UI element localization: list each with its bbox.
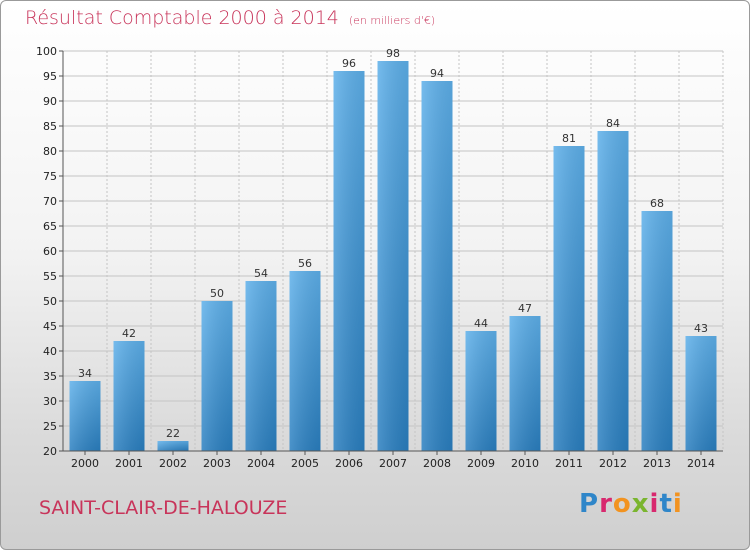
bar-shade <box>597 131 629 451</box>
axes: 20 25 30 35 40 45 50 55 60 65 70 75 80 85 90 95 100 2000 2… <box>36 45 723 470</box>
bar-shade <box>113 341 145 451</box>
bar-shade <box>333 71 365 451</box>
data-label: 50 <box>210 287 224 300</box>
chart-title: Résultat Comptable 2000 à 2014 (en millie… <box>25 7 436 29</box>
brand-letter: P <box>579 489 600 519</box>
data-label: 81 <box>562 132 576 145</box>
data-label: 84 <box>606 117 620 130</box>
brand-letter: x <box>631 489 650 519</box>
x-tick-label: 2014 <box>687 457 715 470</box>
brand-logo: Proxiti <box>579 489 683 519</box>
data-label: 44 <box>474 317 488 330</box>
x-tick-label: 2003 <box>203 457 231 470</box>
data-label: 68 <box>650 197 664 210</box>
y-tick-label: 80 <box>43 145 57 158</box>
x-tick-label: 2007 <box>379 457 407 470</box>
bar-shade <box>201 301 233 451</box>
y-tick-label: 25 <box>43 420 57 433</box>
data-label: 22 <box>166 427 180 440</box>
bar-shade <box>641 211 673 451</box>
x-tick-label: 2005 <box>291 457 319 470</box>
y-tick-label: 75 <box>43 170 57 183</box>
y-tick-label: 90 <box>43 95 57 108</box>
y-tick-label: 35 <box>43 370 57 383</box>
data-label: 47 <box>518 302 532 315</box>
bar-shade <box>465 331 497 451</box>
y-tick-label: 45 <box>43 320 57 333</box>
x-tick-label: 2010 <box>511 457 539 470</box>
brand-letter: r <box>599 489 613 519</box>
bar-shade <box>157 441 189 451</box>
y-tick-label: 100 <box>36 45 57 58</box>
commune-name: SAINT-CLAIR-DE-HALOUZE <box>39 497 288 519</box>
data-label: 34 <box>78 367 92 380</box>
x-tick-label: 2004 <box>247 457 275 470</box>
bar-shade <box>69 381 101 451</box>
data-label: 96 <box>342 57 356 70</box>
brand-letter: o <box>612 489 632 519</box>
data-label: 42 <box>122 327 136 340</box>
brand-letter: t <box>659 489 673 519</box>
y-tick-label: 40 <box>43 345 57 358</box>
x-tick-label: 2006 <box>335 457 363 470</box>
y-tick-label: 50 <box>43 295 57 308</box>
x-tick-label: 2012 <box>599 457 627 470</box>
data-label: 43 <box>694 322 708 335</box>
y-tick-label: 60 <box>43 245 57 258</box>
bar-shade <box>289 271 321 451</box>
data-label: 94 <box>430 67 444 80</box>
x-tick-label: 2002 <box>159 457 187 470</box>
x-tick-label: 2001 <box>115 457 143 470</box>
bar-shade <box>377 61 409 451</box>
brand-letter: i <box>672 489 683 519</box>
x-tick-label: 2008 <box>423 457 451 470</box>
y-tick-label: 55 <box>43 270 57 283</box>
bar-shade <box>421 81 453 451</box>
data-label: 98 <box>386 47 400 60</box>
chart-subtitle: (en milliers d'€) <box>348 14 436 27</box>
y-tick-label: 85 <box>43 120 57 133</box>
x-tick-label: 2011 <box>555 457 583 470</box>
y-tick-label: 30 <box>43 395 57 408</box>
x-tick-label: 2009 <box>467 457 495 470</box>
bar-shade <box>553 146 585 451</box>
x-tick-label: 2000 <box>71 457 99 470</box>
data-label: 56 <box>298 257 312 270</box>
data-label: 54 <box>254 267 268 280</box>
y-tick-label: 70 <box>43 195 57 208</box>
bars: 34 42 22 50 54 56 96 98 94 44 47 81 84 68 43 <box>69 47 717 451</box>
bar-shade <box>685 336 717 451</box>
bar-shade <box>509 316 541 451</box>
y-tick-label: 65 <box>43 220 57 233</box>
brand-letter: i <box>649 489 660 519</box>
bar-shade <box>245 281 277 451</box>
x-tick-label: 2013 <box>643 457 671 470</box>
y-tick-label: 20 <box>43 445 57 458</box>
y-tick-label: 95 <box>43 70 57 83</box>
